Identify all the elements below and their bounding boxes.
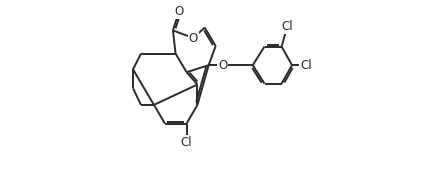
Text: Cl: Cl xyxy=(300,59,312,72)
Text: Cl: Cl xyxy=(181,136,192,149)
Text: O: O xyxy=(218,59,227,72)
Text: O: O xyxy=(189,32,198,44)
Text: O: O xyxy=(174,5,184,18)
Text: Cl: Cl xyxy=(282,20,293,33)
